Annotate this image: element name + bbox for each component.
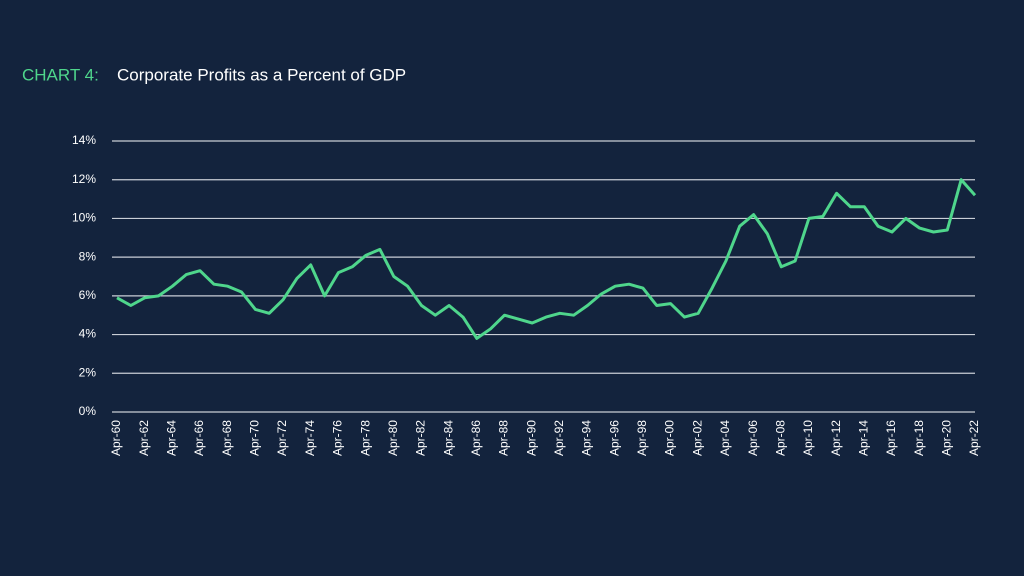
x-tick-label: Apr-78 [358, 420, 372, 456]
x-tick-label: Apr-92 [552, 420, 566, 456]
x-tick-label: Apr-88 [497, 420, 511, 456]
chart-title-label: CHART 4: [22, 65, 99, 84]
x-tick-label: Apr-18 [912, 420, 926, 456]
y-tick-label: 0% [79, 404, 97, 418]
x-tick-label: Apr-10 [801, 420, 815, 456]
x-tick-label: Apr-84 [441, 420, 455, 456]
x-tick-label: Apr-96 [607, 420, 621, 456]
x-tick-label: Apr-76 [331, 420, 345, 456]
y-tick-label: 4% [79, 327, 97, 341]
x-tick-label: Apr-70 [248, 420, 262, 456]
x-tick-label: Apr-04 [718, 420, 732, 456]
x-tick-label: Apr-16 [884, 420, 898, 456]
data-line [116, 178, 977, 340]
x-tick-label: Apr-12 [829, 420, 843, 456]
x-tick-label: Apr-06 [746, 420, 760, 456]
x-tick-label: Apr-60 [109, 420, 123, 456]
x-tick-label: Apr-14 [856, 420, 870, 456]
x-tick-label: Apr-20 [939, 420, 953, 456]
y-tick-label: 12% [72, 172, 96, 186]
y-tick-label: 2% [79, 365, 97, 379]
x-tick-label: Apr-00 [663, 420, 677, 456]
x-tick-label: Apr-22 [967, 420, 981, 456]
y-tick-label: 14% [72, 133, 96, 147]
x-tick-label: Apr-74 [303, 420, 317, 456]
y-tick-label: 8% [79, 249, 97, 263]
x-tick-label: Apr-02 [690, 420, 704, 456]
x-tick-label: Apr-62 [137, 420, 151, 456]
x-tick-label: Apr-64 [165, 420, 179, 456]
x-tick-label: Apr-98 [635, 420, 649, 456]
x-tick-label: Apr-68 [220, 420, 234, 456]
y-tick-label: 10% [72, 211, 96, 225]
x-tick-label: Apr-72 [275, 420, 289, 456]
x-tick-label: Apr-82 [414, 420, 428, 456]
x-tick-label: Apr-94 [580, 420, 594, 456]
chart-title: Corporate Profits as a Percent of GDP [117, 65, 406, 84]
x-tick-label: Apr-80 [386, 420, 400, 456]
y-tick-label: 6% [79, 288, 97, 302]
x-tick-label: Apr-86 [469, 420, 483, 456]
x-tick-label: Apr-08 [773, 420, 787, 456]
x-tick-label: Apr-66 [192, 420, 206, 456]
x-tick-label: Apr-90 [524, 420, 538, 456]
